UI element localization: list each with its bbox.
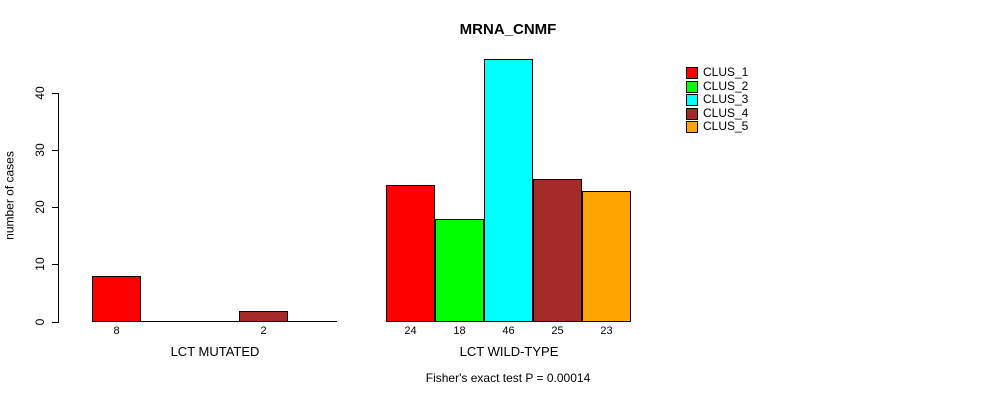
y-tick-label: 0 [33,318,47,326]
y-tick [52,207,58,208]
legend-swatch-clus_2 [686,81,698,93]
group-label-lct-mutated: LCT MUTATED [170,344,260,359]
legend-item-label: CLUS_2 [703,79,749,93]
bar-clus_4-mutated [239,311,288,322]
legend-swatch-clus_3 [686,94,698,106]
zero-bar-clus_5 [288,321,337,322]
bar-value-label: 18 [453,325,466,337]
y-tick-label: 40 [33,86,47,100]
bar-clus_3-wildtype [484,59,533,322]
legend-swatch-clus_5 [686,121,698,133]
group-label-lct-wild-type: LCT WILD-TYPE [459,344,559,359]
bar-clus_5-wildtype [582,191,631,322]
bar-value-label: 8 [113,325,120,337]
bar-value-label: 2 [260,325,267,337]
y-tick [52,264,58,265]
y-tick-label: 10 [33,257,47,271]
bar-value-label: 46 [502,325,515,337]
bar-clus_1-wildtype [386,185,435,322]
legend-swatch-clus_1 [686,67,698,79]
bar-clus_1-mutated [92,276,141,322]
y-tick-label: 30 [33,143,47,157]
legend-item-label: CLUS_3 [703,92,749,106]
zero-bar-clus_2 [141,321,190,322]
zero-bar-clus_3 [190,321,239,322]
y-tick-label: 20 [33,200,47,214]
bar-value-label: 25 [551,325,564,337]
y-tick [52,150,58,151]
plot-title: MRNA_CNMF [459,21,557,38]
bar-value-label: 23 [600,325,613,337]
legend-item-label: CLUS_4 [703,106,749,120]
legend-swatch-clus_4 [686,108,698,120]
fisher-test-annotation: Fisher's exact test P = 0.00014 [425,371,591,385]
y-tick [52,93,58,94]
legend-item-label: CLUS_5 [703,119,749,133]
bar-value-label: 24 [404,325,417,337]
legend-item-label: CLUS_1 [703,65,749,79]
bar-clus_4-wildtype [533,179,582,322]
bar-clus_2-wildtype [435,219,484,322]
y-axis-line [58,93,59,323]
y-axis-label: number of cases [2,151,17,240]
y-tick [52,322,58,323]
